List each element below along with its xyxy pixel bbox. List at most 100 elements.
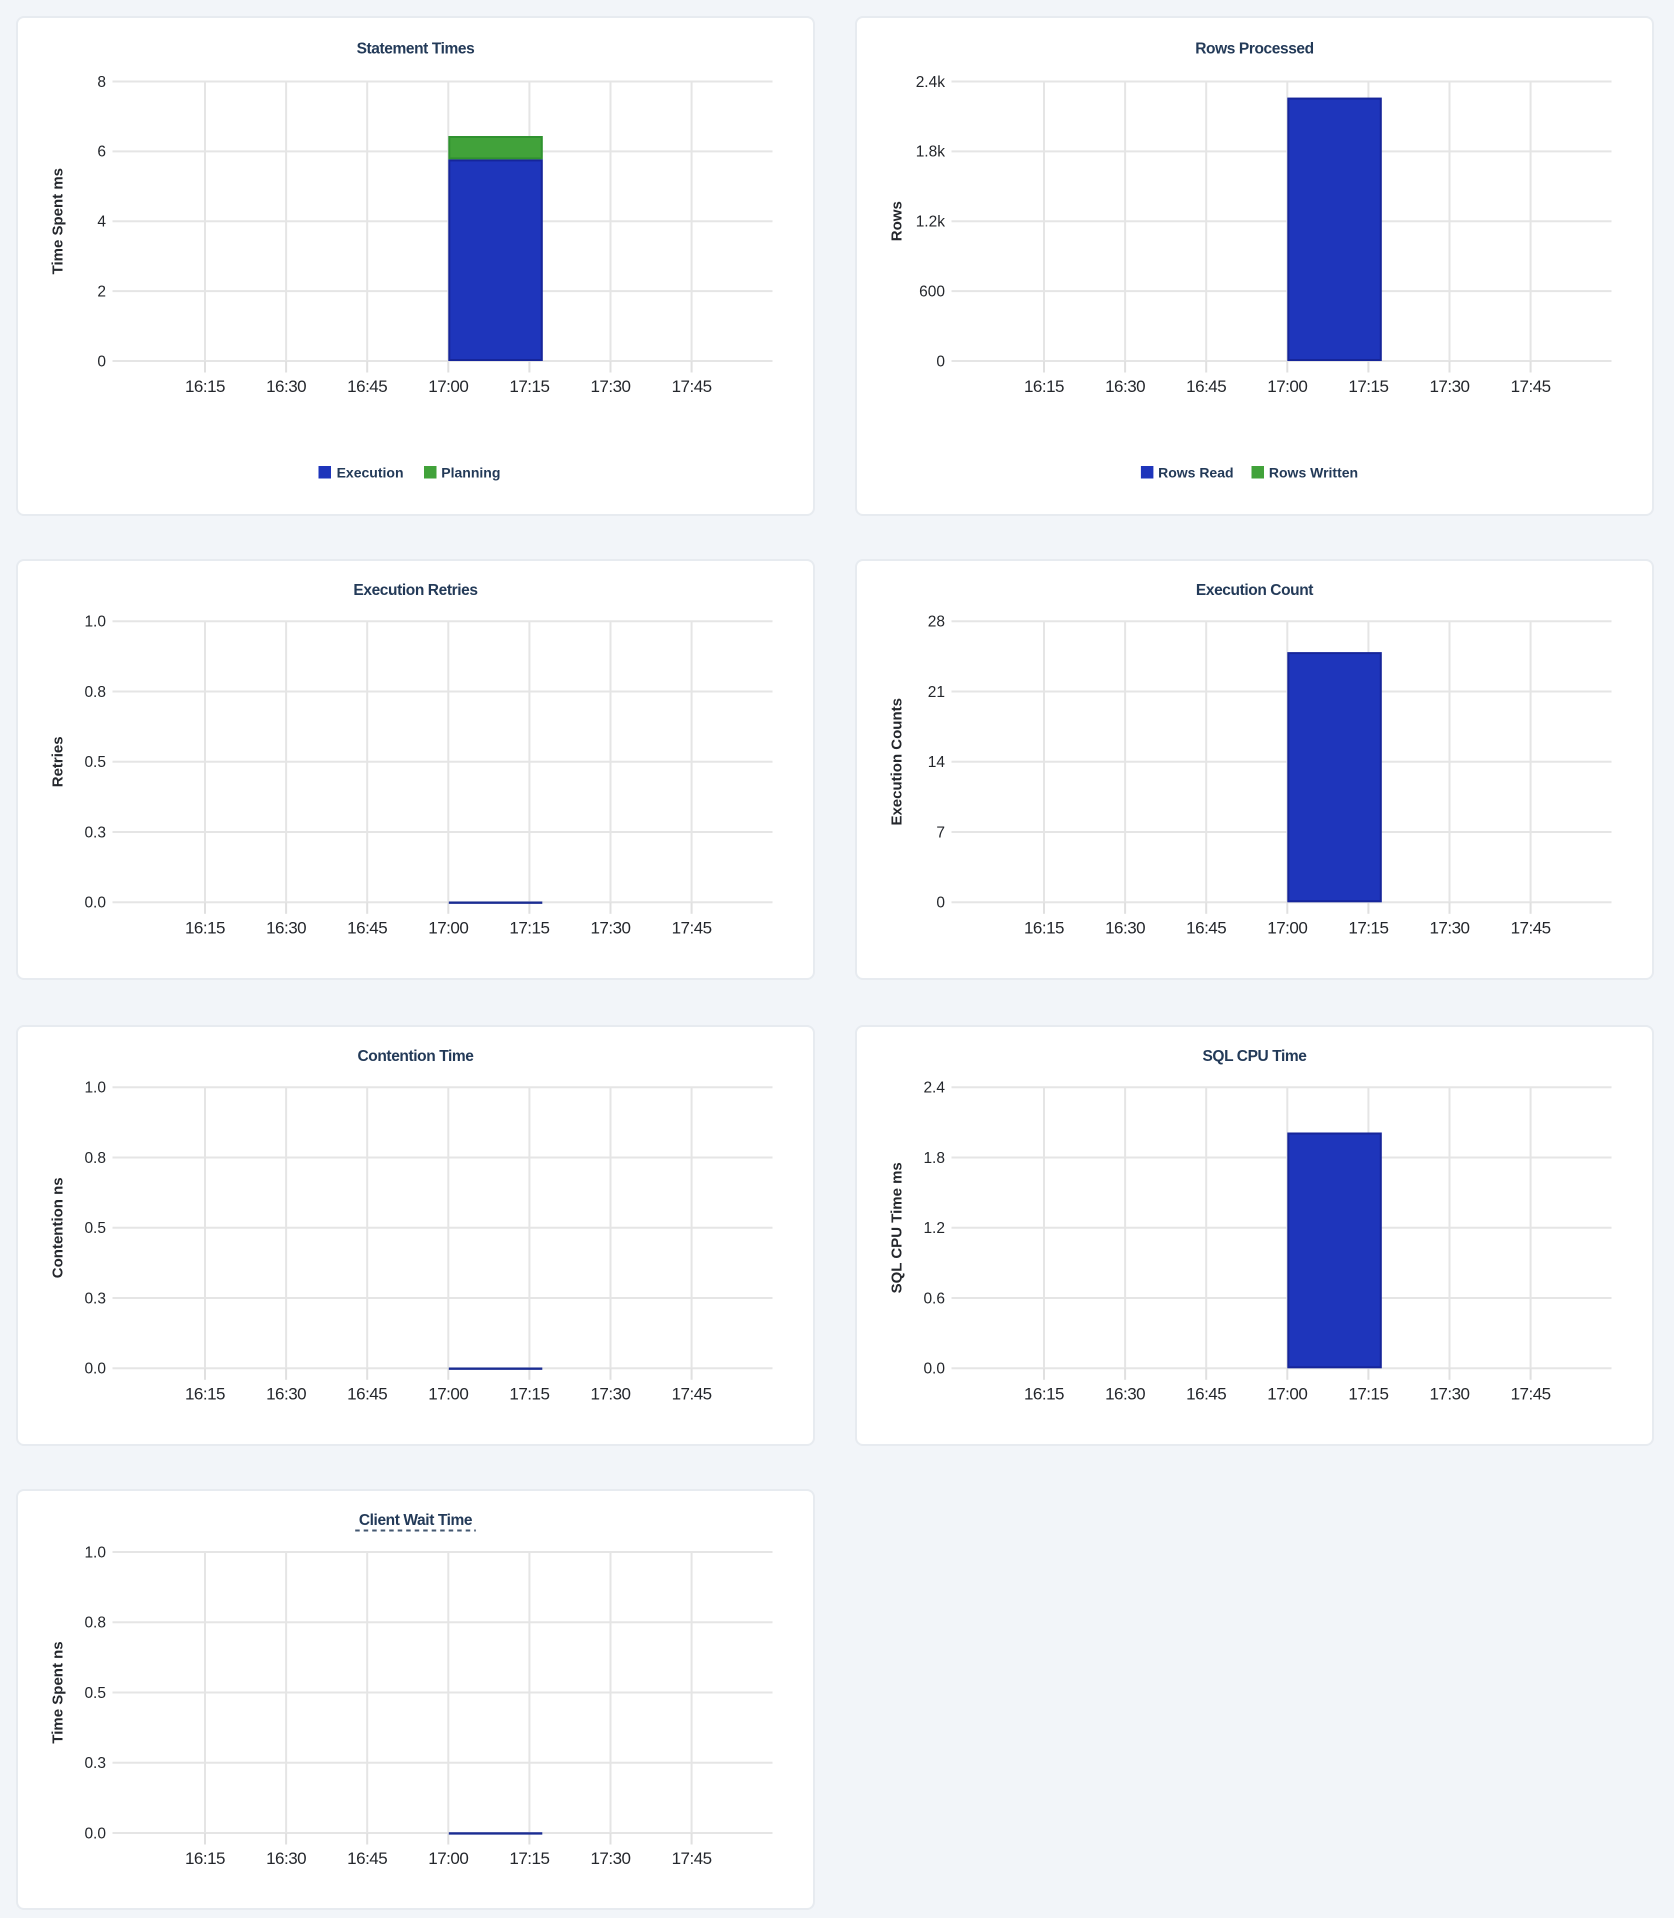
svg-text:0.8: 0.8: [84, 684, 106, 701]
svg-text:16:30: 16:30: [266, 377, 306, 396]
svg-text:4: 4: [97, 214, 106, 231]
svg-text:Contention Time: Contention Time: [358, 1048, 475, 1065]
svg-text:16:30: 16:30: [266, 1384, 306, 1403]
svg-text:Execution: Execution: [337, 464, 404, 480]
svg-text:16:15: 16:15: [185, 377, 225, 396]
svg-text:16:15: 16:15: [185, 1849, 225, 1868]
svg-text:1.0: 1.0: [84, 614, 106, 631]
svg-text:17:00: 17:00: [428, 918, 468, 937]
svg-text:28: 28: [927, 614, 944, 631]
svg-text:Execution Count: Execution Count: [1195, 582, 1312, 599]
svg-text:16:45: 16:45: [347, 1849, 387, 1868]
svg-text:17:30: 17:30: [1429, 918, 1469, 937]
svg-text:17:15: 17:15: [509, 1384, 549, 1403]
svg-text:17:30: 17:30: [590, 1849, 630, 1868]
svg-text:17:30: 17:30: [1429, 377, 1469, 396]
svg-text:1.8k: 1.8k: [915, 144, 945, 161]
svg-text:0.0: 0.0: [84, 1361, 106, 1378]
svg-text:16:15: 16:15: [185, 1384, 225, 1403]
svg-text:17:45: 17:45: [1510, 1384, 1550, 1403]
svg-text:17:45: 17:45: [672, 918, 712, 937]
svg-text:17:15: 17:15: [509, 918, 549, 937]
svg-text:16:30: 16:30: [1105, 1384, 1145, 1403]
svg-text:17:15: 17:15: [1348, 1384, 1388, 1403]
svg-text:16:30: 16:30: [266, 1849, 306, 1868]
svg-text:21: 21: [927, 684, 944, 701]
svg-text:1.2k: 1.2k: [915, 214, 945, 231]
svg-text:0.6: 0.6: [923, 1290, 945, 1307]
svg-text:1.0: 1.0: [84, 1544, 106, 1561]
svg-text:17:30: 17:30: [1429, 1384, 1469, 1403]
svg-text:16:15: 16:15: [1023, 1384, 1063, 1403]
svg-text:16:45: 16:45: [1186, 1384, 1226, 1403]
svg-text:16:45: 16:45: [347, 918, 387, 937]
svg-text:17:45: 17:45: [672, 1384, 712, 1403]
svg-text:1.8: 1.8: [923, 1150, 945, 1167]
svg-text:Rows Processed: Rows Processed: [1195, 41, 1313, 58]
svg-text:2: 2: [97, 283, 106, 300]
svg-text:Planning: Planning: [441, 464, 500, 480]
svg-text:14: 14: [927, 754, 945, 771]
svg-text:Client Wait Time: Client Wait Time: [359, 1512, 473, 1529]
svg-text:0.3: 0.3: [84, 1290, 106, 1307]
svg-text:17:15: 17:15: [1348, 918, 1388, 937]
svg-text:Rows: Rows: [888, 201, 905, 241]
svg-text:8: 8: [97, 74, 106, 91]
svg-text:17:15: 17:15: [1348, 377, 1388, 396]
svg-text:2.4k: 2.4k: [915, 74, 945, 91]
svg-text:16:45: 16:45: [347, 377, 387, 396]
svg-text:17:45: 17:45: [672, 1849, 712, 1868]
svg-text:600: 600: [919, 283, 945, 300]
svg-text:0.3: 0.3: [84, 1755, 106, 1772]
svg-text:0.5: 0.5: [84, 1220, 106, 1237]
svg-text:17:00: 17:00: [1267, 918, 1307, 937]
svg-text:17:30: 17:30: [590, 377, 630, 396]
svg-text:SQL CPU Time ms: SQL CPU Time ms: [888, 1162, 905, 1293]
svg-text:17:15: 17:15: [509, 377, 549, 396]
svg-text:17:00: 17:00: [1267, 377, 1307, 396]
svg-text:0.0: 0.0: [84, 1825, 106, 1842]
svg-text:17:00: 17:00: [1267, 1384, 1307, 1403]
svg-text:17:30: 17:30: [590, 1384, 630, 1403]
svg-text:1.0: 1.0: [84, 1080, 106, 1097]
svg-text:16:15: 16:15: [185, 918, 225, 937]
svg-text:0: 0: [936, 353, 945, 370]
svg-text:0: 0: [97, 353, 106, 370]
svg-text:16:15: 16:15: [1023, 377, 1063, 396]
svg-text:16:45: 16:45: [1186, 918, 1226, 937]
svg-text:16:15: 16:15: [1023, 918, 1063, 937]
svg-text:Rows Read: Rows Read: [1158, 464, 1233, 480]
svg-text:0.0: 0.0: [923, 1361, 945, 1378]
svg-text:2.4: 2.4: [923, 1080, 945, 1097]
svg-text:16:30: 16:30: [1105, 918, 1145, 937]
svg-text:17:15: 17:15: [509, 1849, 549, 1868]
svg-text:0: 0: [936, 895, 945, 912]
svg-text:16:30: 16:30: [1105, 377, 1145, 396]
svg-text:Contention ns: Contention ns: [50, 1177, 67, 1278]
svg-text:16:45: 16:45: [1186, 377, 1226, 396]
svg-text:Time Spent ns: Time Spent ns: [50, 1641, 67, 1743]
svg-text:Statement Times: Statement Times: [357, 41, 475, 58]
svg-text:Rows Written: Rows Written: [1268, 464, 1357, 480]
svg-text:Execution Retries: Execution Retries: [353, 582, 477, 599]
svg-text:0.8: 0.8: [84, 1150, 106, 1167]
svg-text:17:00: 17:00: [428, 377, 468, 396]
svg-text:17:45: 17:45: [1510, 918, 1550, 937]
svg-text:16:30: 16:30: [266, 918, 306, 937]
svg-text:0.8: 0.8: [84, 1615, 106, 1632]
svg-text:0.0: 0.0: [84, 895, 106, 912]
svg-text:17:00: 17:00: [428, 1384, 468, 1403]
svg-text:Time Spent ms: Time Spent ms: [50, 168, 67, 274]
svg-text:1.2: 1.2: [923, 1220, 945, 1237]
svg-text:17:00: 17:00: [428, 1849, 468, 1868]
svg-text:0.5: 0.5: [84, 754, 106, 771]
svg-text:17:45: 17:45: [672, 377, 712, 396]
svg-text:17:30: 17:30: [590, 918, 630, 937]
svg-text:16:45: 16:45: [347, 1384, 387, 1403]
svg-text:Execution Counts: Execution Counts: [888, 698, 905, 826]
svg-text:SQL CPU Time: SQL CPU Time: [1202, 1048, 1307, 1065]
svg-text:17:45: 17:45: [1510, 377, 1550, 396]
svg-text:0.5: 0.5: [84, 1685, 106, 1702]
svg-text:0.3: 0.3: [84, 824, 106, 841]
svg-text:7: 7: [936, 824, 945, 841]
